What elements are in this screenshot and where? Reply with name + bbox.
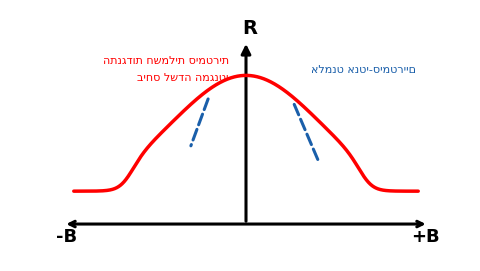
Text: ביחס לשדה המגנטי: ביחס לשדה המגנטי xyxy=(137,73,229,83)
Text: -B: -B xyxy=(56,228,77,246)
Text: אלמנט אנטי-סימטריים: אלמנט אנטי-סימטריים xyxy=(312,65,417,75)
Text: התנגדות חשמלית סימטרית: התנגדות חשמלית סימטרית xyxy=(103,56,229,66)
Text: +B: +B xyxy=(411,228,439,246)
Text: R: R xyxy=(242,19,257,38)
